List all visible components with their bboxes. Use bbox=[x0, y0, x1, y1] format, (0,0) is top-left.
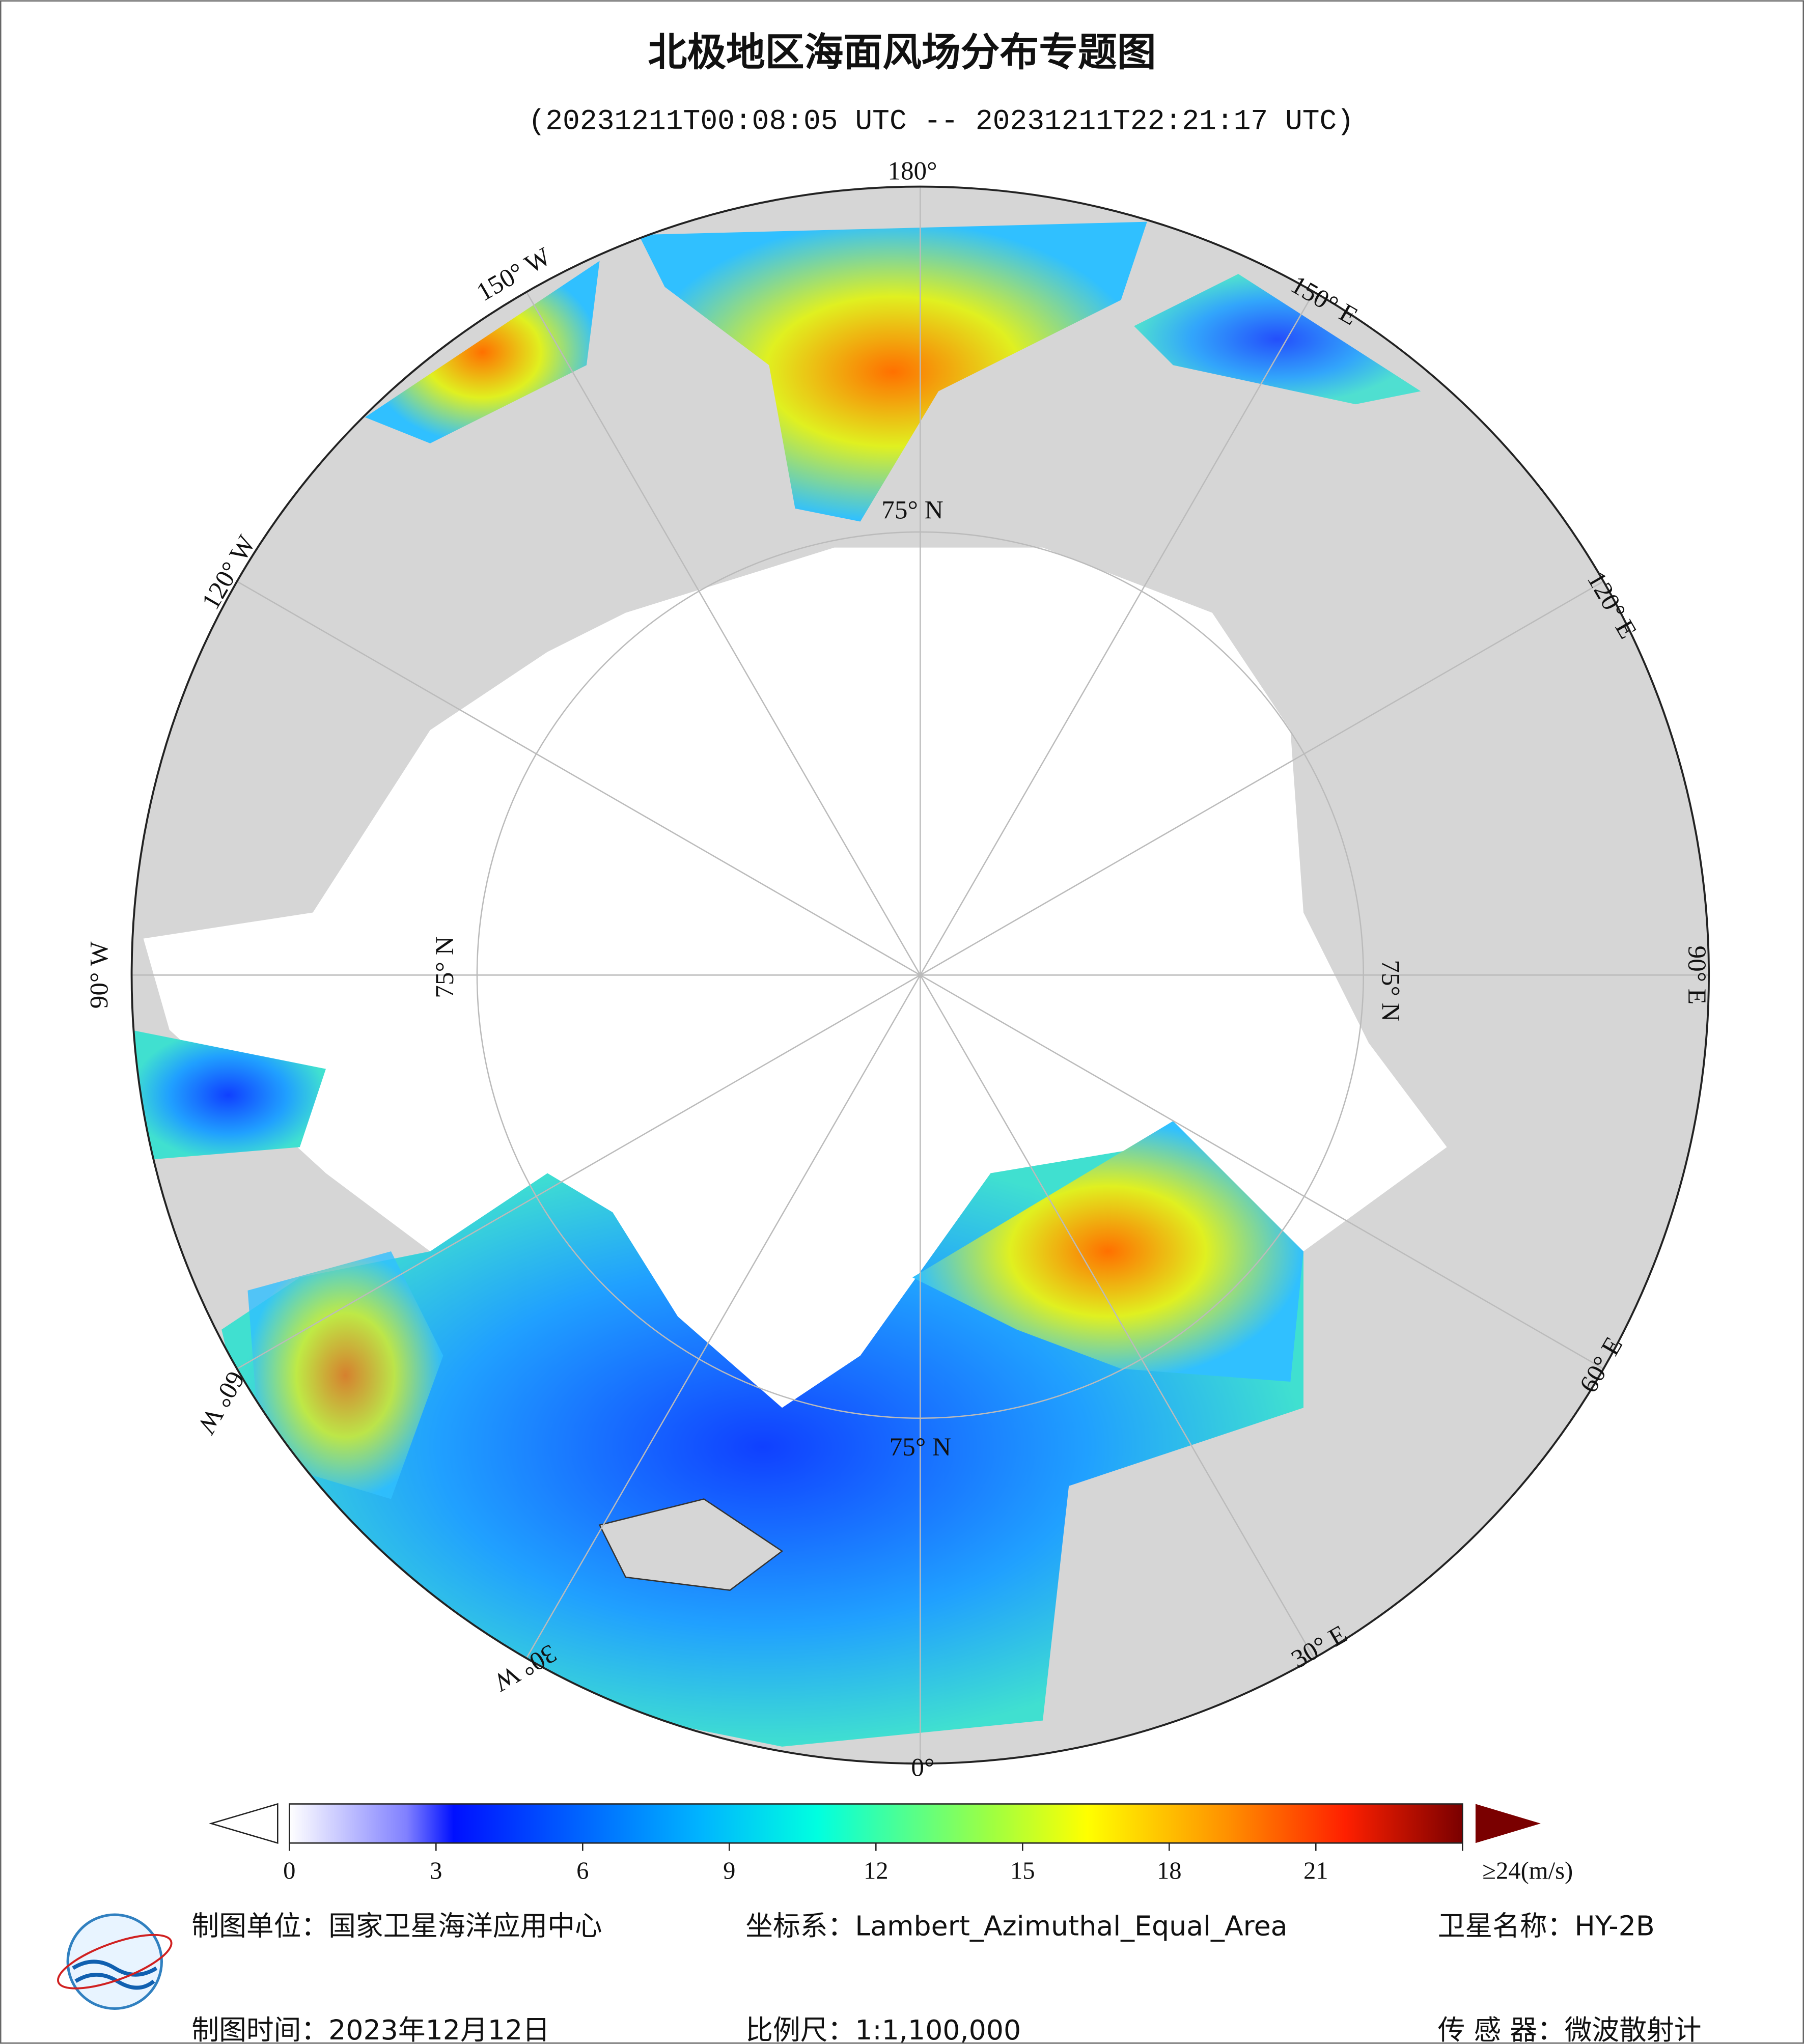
colorbar-tick-label: 6 bbox=[576, 1857, 589, 1884]
longitude-label: 180° bbox=[887, 157, 937, 186]
wind-field-bering bbox=[639, 221, 1147, 522]
latitude-label: 75° N bbox=[430, 936, 459, 998]
logo bbox=[57, 1913, 173, 2010]
colorbar-tick-label: 15 bbox=[1010, 1857, 1035, 1884]
footer-satellite: 卫星名称：HY-2B bbox=[1438, 1910, 1655, 1942]
wind-field-okhotsk bbox=[1134, 274, 1421, 405]
longitude-label: 60° W bbox=[191, 1366, 251, 1439]
graticule bbox=[131, 186, 1709, 1764]
colorbar-tick-label: 12 bbox=[864, 1857, 889, 1884]
footer-date: 制图时间：2023年12月12日 bbox=[191, 2014, 550, 2044]
colorbar-tick-label: 3 bbox=[430, 1857, 442, 1884]
colorbar-tick-label: 0 bbox=[283, 1857, 295, 1884]
map-border bbox=[130, 185, 1710, 1765]
colorbar-tick-label: 9 bbox=[723, 1857, 735, 1884]
title: 北极地区海面风场分布专题图 bbox=[648, 30, 1156, 75]
longitude-label: 90° E bbox=[1682, 945, 1711, 1004]
colorbar bbox=[289, 1803, 1463, 1844]
latitude-label: 75° N bbox=[881, 495, 943, 524]
subtitle: (20231211T00:08:05 UTC -- 20231211T22:21… bbox=[528, 105, 1354, 137]
footer-unit: 制图单位：国家卫星海洋应用中心 bbox=[191, 1910, 602, 1942]
sea-ice bbox=[143, 547, 1447, 1447]
footer-scale: 比例尺：1:1,100,000 bbox=[745, 2014, 1021, 2044]
footer-coordinate: 坐标系：Lambert_Azimuthal_Equal_Area bbox=[745, 1910, 1287, 1942]
iceland bbox=[598, 1498, 784, 1591]
longitude-label: 0° bbox=[911, 1753, 934, 1782]
colorbar-tick-label: ≥24(m/s) bbox=[1482, 1857, 1573, 1884]
colorbar-tick-label: 18 bbox=[1157, 1857, 1182, 1884]
wind-field-barents bbox=[912, 1121, 1303, 1382]
wind-field-labrador bbox=[247, 1251, 443, 1499]
colorbar-under bbox=[209, 1803, 279, 1844]
colorbar-tick-label: 21 bbox=[1303, 1857, 1328, 1884]
colorbar-over bbox=[1475, 1804, 1541, 1843]
footer-sensor: 传 感 器：微波散射计 bbox=[1438, 2014, 1702, 2044]
latitude-label: 75° N bbox=[890, 1433, 951, 1462]
wind-field-hudson bbox=[131, 1029, 326, 1160]
wind-field-alaska bbox=[365, 261, 600, 443]
latitude-label: 75° N bbox=[1376, 960, 1405, 1021]
longitude-label: 90° W bbox=[85, 941, 114, 1009]
map bbox=[131, 186, 1709, 1764]
